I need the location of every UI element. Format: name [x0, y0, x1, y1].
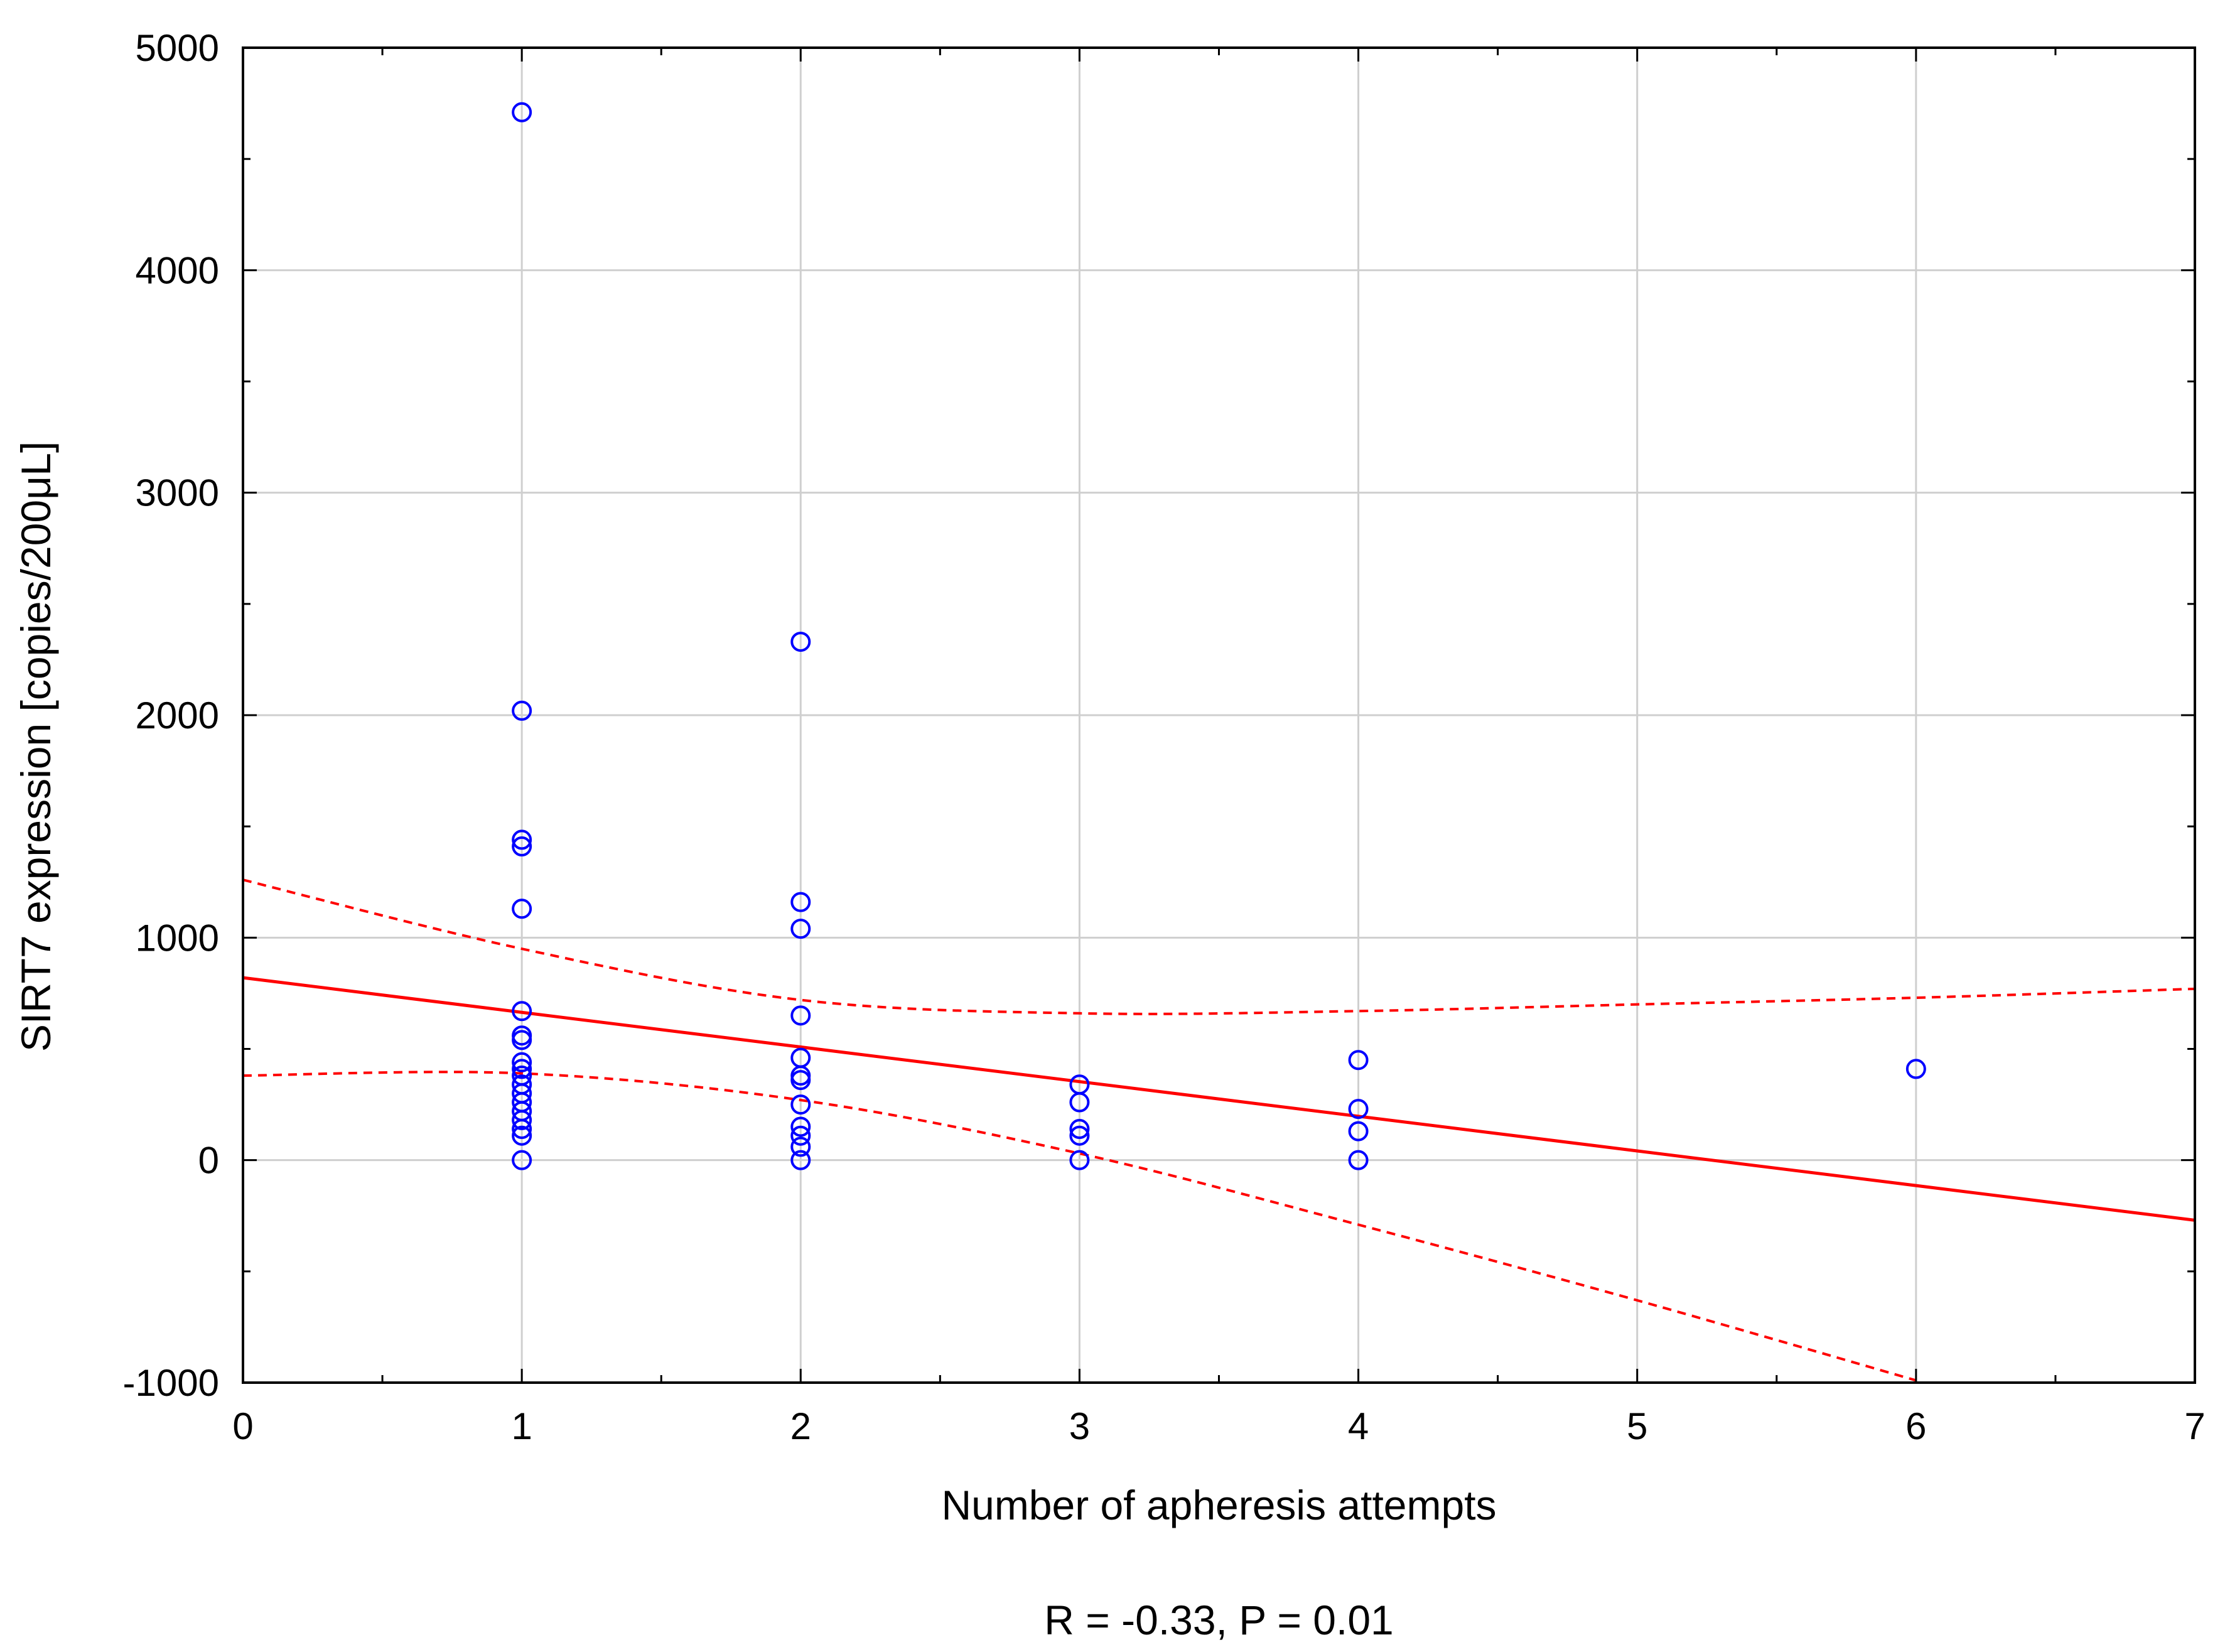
data-point	[790, 1125, 811, 1146]
y-tick-label: 5000	[136, 27, 219, 69]
data-point	[1348, 1121, 1369, 1142]
x-tick-label: 5	[1627, 1405, 1647, 1447]
data-point	[790, 1005, 811, 1026]
data-point	[512, 1052, 532, 1072]
data-point	[512, 1030, 532, 1050]
data-point	[512, 836, 532, 857]
data-point	[1069, 1125, 1090, 1146]
data-point	[1069, 1092, 1090, 1113]
data-point	[790, 892, 811, 912]
data-point	[512, 700, 532, 721]
data-point	[790, 919, 811, 939]
x-tick-label: 6	[1905, 1405, 1926, 1447]
y-tick-label: 2000	[136, 694, 219, 737]
data-point	[1348, 1150, 1369, 1170]
data-point	[1069, 1119, 1090, 1140]
y-axis-title: SIRT7 expression [copies/200μL]	[13, 441, 59, 1052]
lower-confidence-band	[242, 1071, 1917, 1382]
data-point	[790, 1116, 811, 1137]
data-point	[1348, 1050, 1369, 1071]
data-point	[512, 1059, 532, 1079]
data-point	[512, 1119, 532, 1140]
y-tick-label: 0	[198, 1140, 219, 1182]
data-point	[512, 1109, 532, 1130]
regression-lines	[242, 878, 2196, 1382]
x-axis-title: Number of apheresis attempts	[941, 1482, 1496, 1528]
data-point	[512, 1125, 532, 1146]
upper-confidence-band	[242, 878, 2196, 1015]
x-tick-label: 7	[2184, 1405, 2205, 1447]
data-point	[790, 632, 811, 652]
data-point	[1069, 1150, 1090, 1170]
x-tick-label: 0	[232, 1405, 253, 1447]
data-point	[790, 1136, 811, 1157]
x-tick-label: 1	[511, 1405, 532, 1447]
regression-line	[242, 976, 2196, 1222]
data-point	[790, 1150, 811, 1170]
y-tick-label: -1000	[123, 1362, 219, 1404]
y-tick-label: 1000	[136, 917, 219, 959]
y-tick-label: 3000	[136, 472, 219, 514]
data-point	[512, 1150, 532, 1170]
y-tick-label: 4000	[136, 249, 219, 291]
tick-labels: 0 1 2 3 4 5 6 7 -1000 0 1000 2000 3000 4000 5000	[123, 27, 2206, 1447]
grid	[243, 48, 2195, 1383]
data-point	[512, 829, 532, 850]
data-point	[512, 1001, 532, 1022]
data-point	[790, 1094, 811, 1115]
data-point	[512, 899, 532, 919]
data-point	[1905, 1059, 1926, 1079]
data-point	[1348, 1099, 1369, 1120]
x-tick-label: 4	[1348, 1405, 1369, 1447]
x-tick-label: 2	[790, 1405, 811, 1447]
data-point	[790, 1070, 811, 1091]
x-tick-label: 3	[1069, 1405, 1090, 1447]
axis-ticks	[242, 46, 2196, 1384]
data-points	[512, 102, 1926, 1170]
data-point	[512, 102, 532, 122]
correlation-annotation: R = -0.33, P = 0.01	[1044, 1597, 1394, 1643]
